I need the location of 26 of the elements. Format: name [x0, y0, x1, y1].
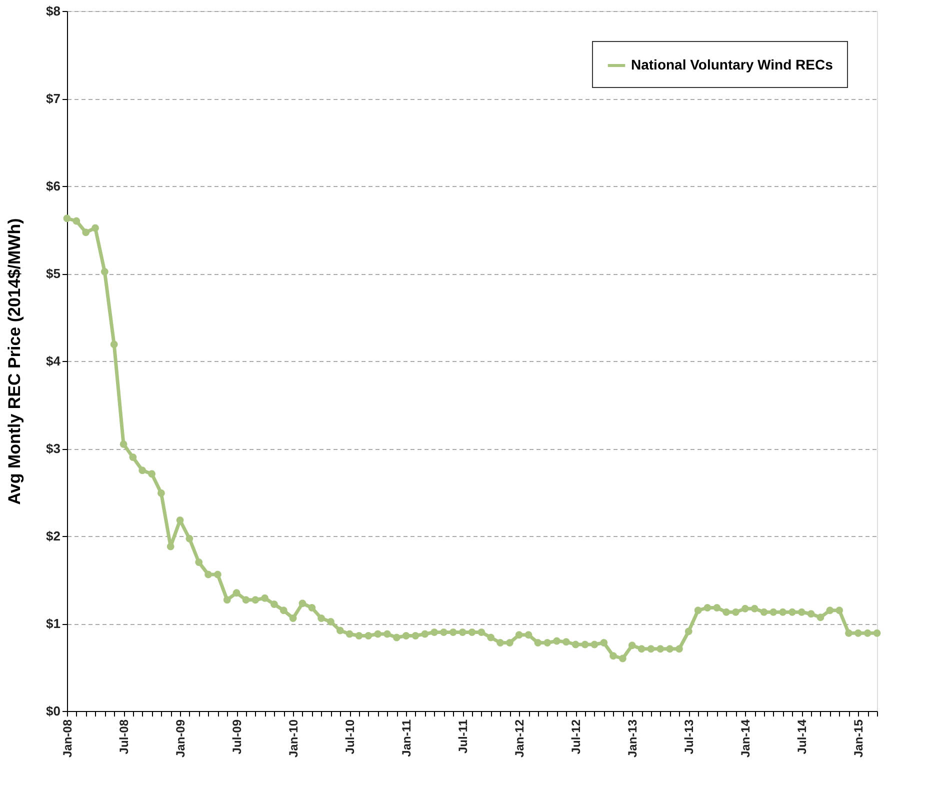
x-tick-label: Jul-13 [682, 719, 696, 754]
x-tick-label: Jan-12 [512, 719, 527, 758]
y-axis-title: Avg Montly REC Price (2014$/MWh) [5, 218, 24, 505]
y-tick-label: $2 [46, 528, 60, 544]
x-tick-label: Jul-14 [795, 719, 810, 754]
x-tick-label: Jan-10 [286, 719, 301, 758]
x-tick-label: Jan-09 [174, 719, 188, 758]
x-tick-label: Jul-12 [569, 719, 584, 754]
y-tick-label: $0 [46, 704, 60, 718]
x-tick-label: Jan-08 [60, 719, 74, 758]
x-tick-label: Jan-15 [852, 719, 866, 758]
legend-label: National Voluntary Wind RECs [631, 56, 834, 72]
y-tick-label: $1 [46, 616, 60, 631]
x-tick-label: Jan-11 [400, 719, 414, 757]
x-tick-label: Jul-08 [117, 719, 132, 754]
y-tick-label: $4 [46, 354, 62, 368]
y-tick-label: $8 [46, 4, 60, 18]
y-tick-label: $3 [46, 441, 60, 456]
y-tick-label: $7 [46, 91, 60, 106]
y-tick-label: $5 [46, 266, 60, 281]
x-tick-label: Jul-11 [456, 719, 470, 754]
x-tick-label: Jul-09 [230, 719, 244, 754]
y-tick-label: $6 [46, 178, 60, 194]
x-tick-label: Jan-14 [738, 719, 753, 758]
x-tick-label: Jan-13 [626, 719, 640, 758]
x-tick-label: Jul-10 [343, 719, 358, 754]
